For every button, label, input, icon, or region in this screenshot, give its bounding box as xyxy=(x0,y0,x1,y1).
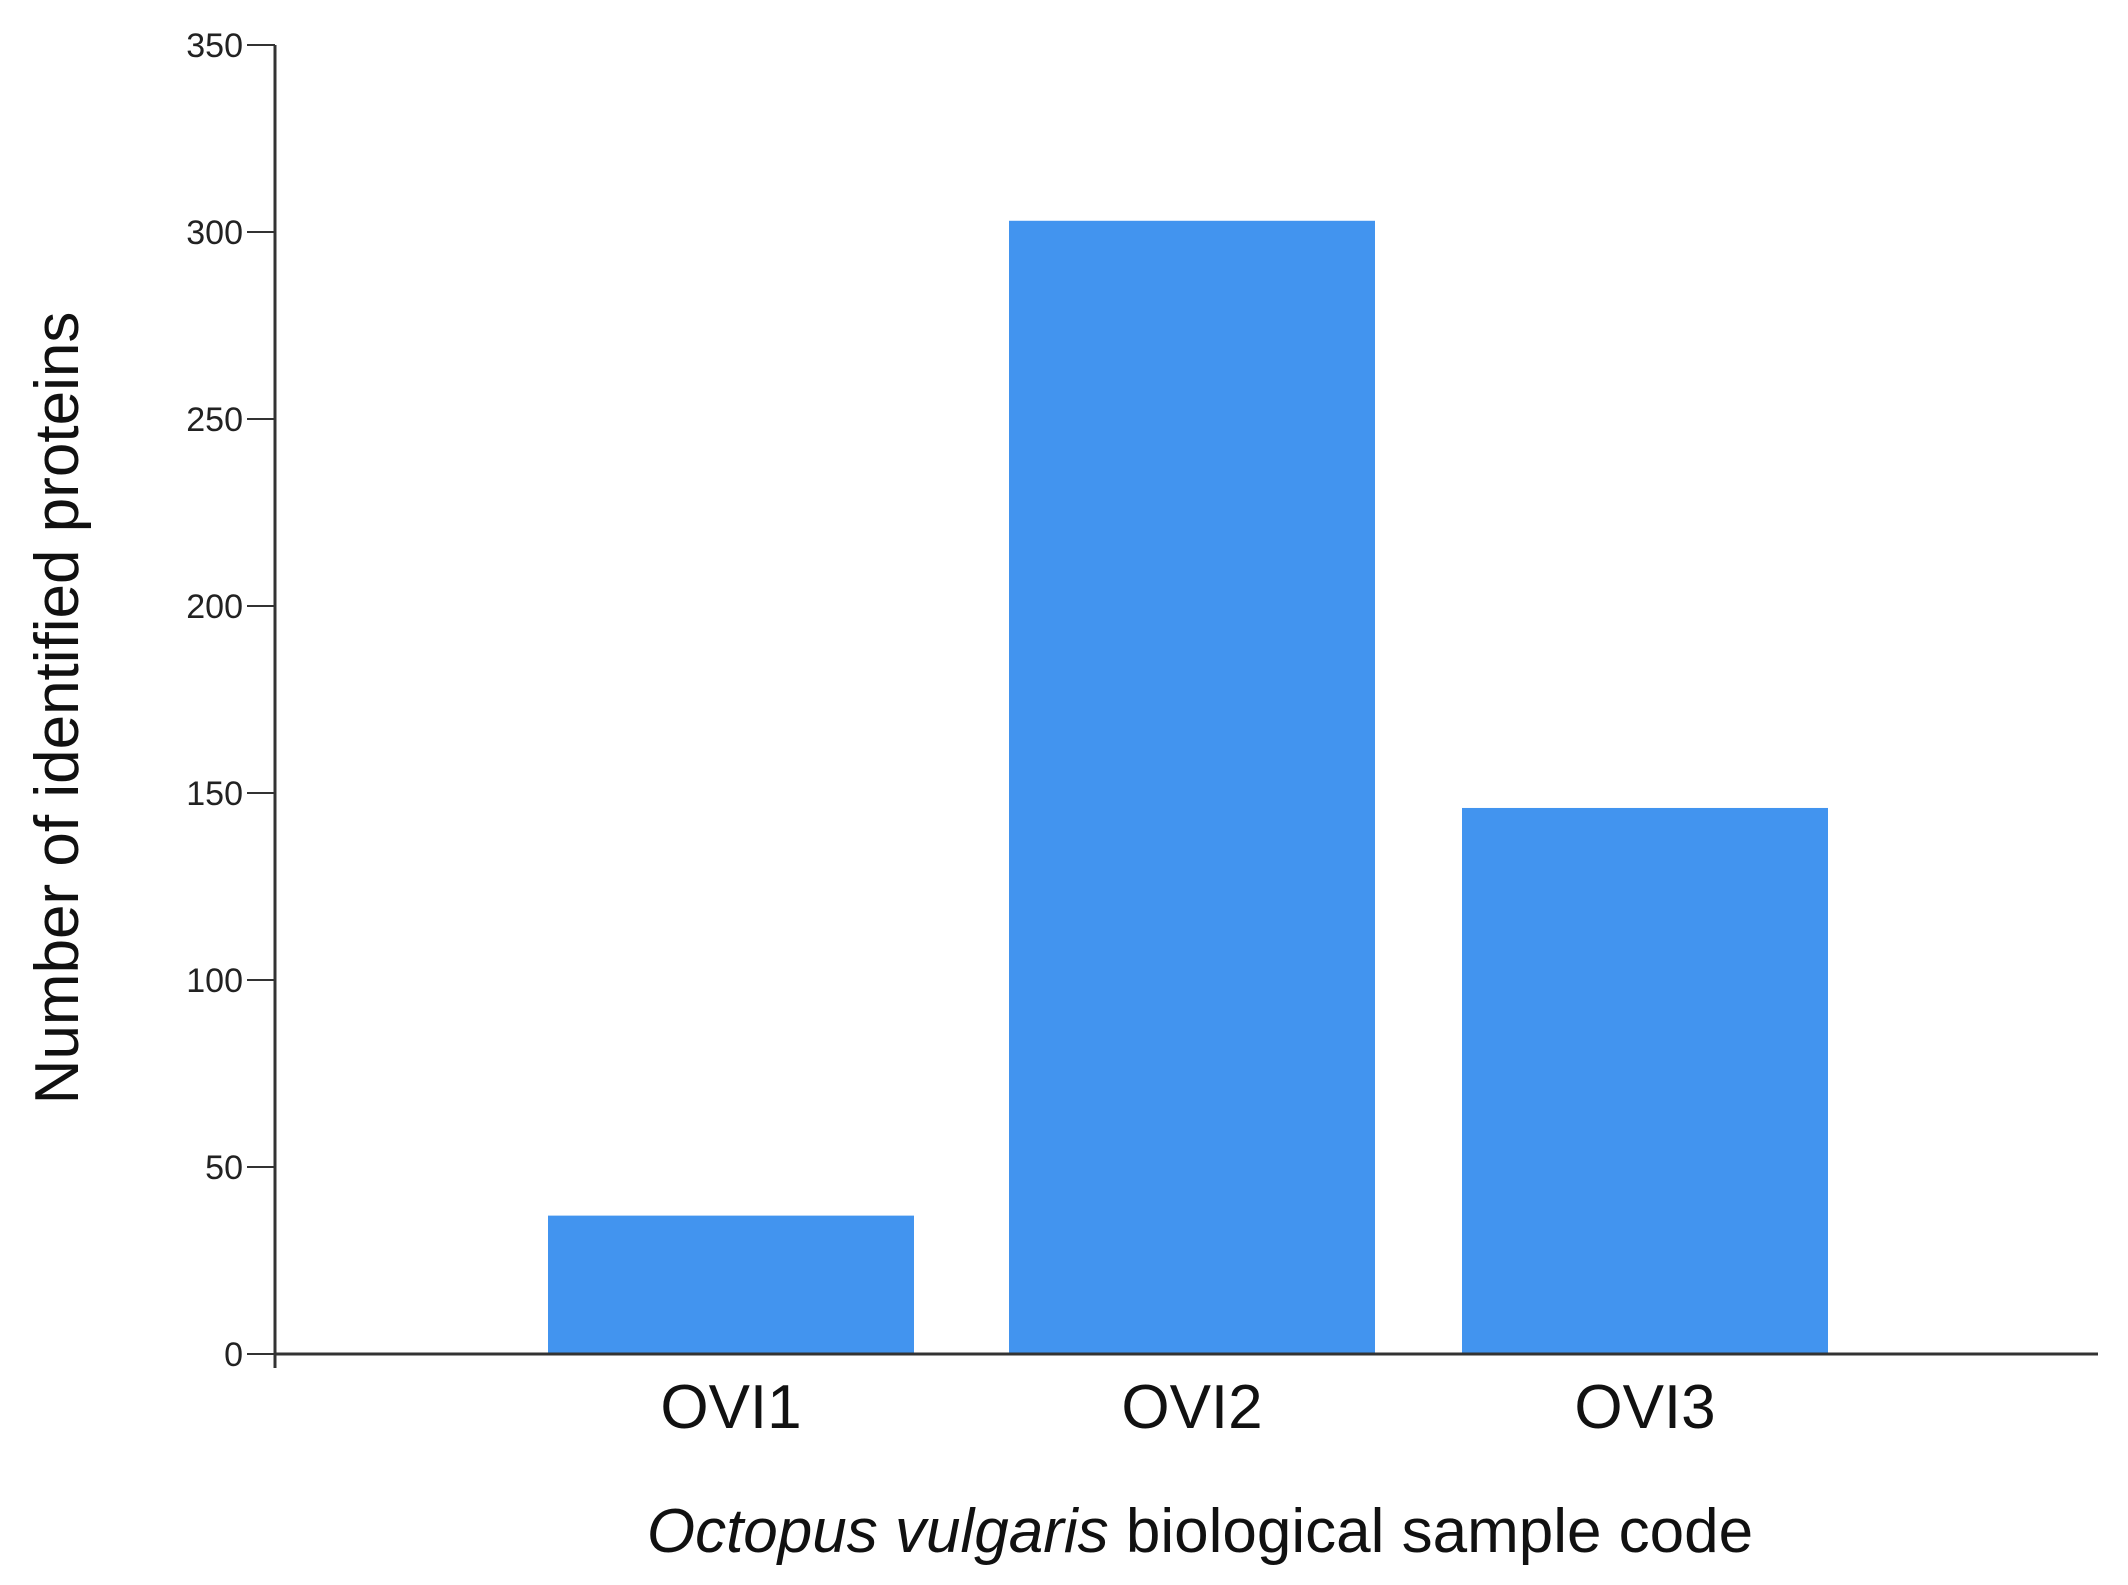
y-tick-label: 200 xyxy=(186,588,243,626)
x-category-label-ovi3: OVI3 xyxy=(1574,1373,1715,1442)
y-ticks: 0 50 100 150 200 250 300 350 xyxy=(186,27,275,1374)
y-tick-label: 150 xyxy=(186,775,243,813)
y-tick-label: 100 xyxy=(186,962,243,1000)
y-tick-label: 0 xyxy=(224,1336,243,1374)
x-category-label-ovi1: OVI1 xyxy=(660,1373,801,1442)
bar-ovi3 xyxy=(1462,807,1828,1354)
y-tick-label: 300 xyxy=(186,214,243,252)
y-tick-label: 350 xyxy=(186,27,243,65)
y-tick-label: 50 xyxy=(205,1149,243,1187)
bars-layer xyxy=(548,220,1828,1354)
x-axis-title-italic: Octopus vulgaris xyxy=(647,1497,1109,1566)
bar-ovi2 xyxy=(1009,220,1375,1354)
y-axis-title: Number of identified proteins xyxy=(23,312,92,1105)
x-axis-title-rest: biological sample code xyxy=(1109,1497,1754,1566)
x-category-label-ovi2: OVI2 xyxy=(1121,1373,1262,1442)
x-axis-title: Octopus vulgaris biological sample code xyxy=(647,1497,1753,1566)
x-category-labels: OVI1 OVI2 OVI3 xyxy=(660,1373,1715,1442)
axes-layer xyxy=(273,45,2098,1368)
bar-ovi1 xyxy=(548,1215,914,1354)
y-tick-label: 250 xyxy=(186,401,243,439)
